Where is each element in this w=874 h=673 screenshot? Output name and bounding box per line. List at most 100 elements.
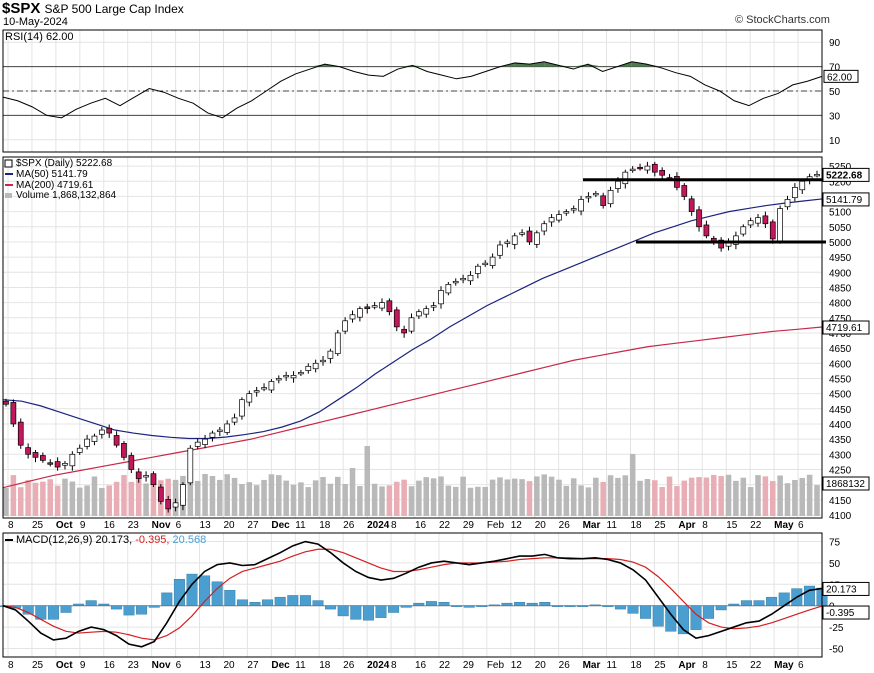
volume-bar (335, 476, 341, 516)
candle-body (54, 461, 61, 468)
volume-bar (298, 482, 304, 516)
candle-body (482, 262, 489, 266)
volume-bar (556, 479, 562, 516)
macd-histogram-bar (690, 605, 702, 630)
macd-histogram-bar (463, 605, 475, 608)
volume-bar (806, 474, 813, 516)
volume-bar (475, 486, 481, 516)
price-x-label: 6 (798, 520, 804, 531)
price-x-label: 29 (463, 520, 475, 531)
candle-body (600, 195, 607, 206)
macd-histogram-bar (753, 600, 765, 606)
volume-bar (423, 477, 430, 516)
macd-histogram-bar (476, 605, 488, 607)
volume-bar (290, 484, 297, 516)
price-x-label: 11 (295, 520, 306, 531)
candle-body (113, 435, 120, 446)
macd-histogram-bar (589, 604, 601, 607)
volume-bar (526, 481, 533, 516)
macd-x-label: Dec (271, 660, 290, 671)
volume-bar (150, 477, 157, 516)
candle-body (320, 359, 326, 363)
macd-histogram-bar (551, 605, 563, 607)
price-panel: 5250520051505100505050004950490048504800… (2, 158, 870, 531)
volume-marker-box (822, 476, 870, 491)
price-tick-label: 4600 (829, 359, 852, 370)
panel-frames (2, 29, 823, 658)
candle-body (69, 453, 76, 467)
macd-histogram-bar (98, 603, 110, 606)
candle-body (792, 186, 798, 199)
price-x-label: 20 (535, 520, 547, 531)
rsi-overbought-fill (514, 62, 530, 67)
volume-bar (792, 479, 798, 516)
candle-body (777, 208, 783, 242)
candle-body (202, 438, 208, 445)
volume-bar (320, 477, 326, 516)
candle-body (747, 220, 754, 226)
panel-frame (2, 29, 823, 153)
macd-histogram-bar (564, 605, 576, 607)
macd-histogram-bar (312, 600, 324, 606)
volume-bar (747, 487, 754, 516)
price-x-label: 27 (247, 520, 259, 531)
volume-bar (659, 486, 665, 516)
price-tick-label: 4150 (829, 496, 852, 507)
candle-body (194, 441, 201, 447)
rsi-overbought-fill (412, 65, 428, 67)
volume-bar (460, 476, 466, 516)
volume-bar (784, 483, 791, 516)
macd-x-label: 29 (463, 660, 475, 671)
volume-bar (762, 476, 769, 516)
price-tick-label: 4550 (829, 374, 852, 385)
ma50-line (2, 198, 823, 440)
candle-body (460, 277, 466, 281)
ma200-legend: MA(200) 4719.61 (16, 180, 94, 191)
candle-body (3, 400, 9, 405)
symbol-label: $SPX (2, 0, 41, 17)
candle-body (224, 423, 231, 433)
candle-body (755, 217, 761, 224)
price-tick-label: 4450 (829, 405, 852, 416)
volume-bar (54, 485, 61, 516)
macd-histogram-bar (413, 602, 425, 606)
macd-x-label: 22 (750, 660, 762, 671)
volume-bar (482, 486, 488, 516)
price-x-label: 6 (176, 520, 182, 531)
volume-bar (128, 481, 135, 516)
price-tick-label: 5200 (829, 177, 852, 188)
candle-body (475, 265, 481, 274)
candle-body (261, 387, 267, 390)
price-x-label: 8 (8, 520, 14, 531)
panel-frame (2, 156, 823, 519)
candle-body (10, 402, 17, 425)
volume-bar (224, 474, 230, 516)
price-x-label: 15 (726, 520, 738, 531)
macd-histogram-bar (274, 596, 286, 606)
price-x-label: 18 (319, 520, 331, 531)
macd-histogram-bar (425, 601, 437, 606)
rsi-overbought-fill (310, 64, 325, 67)
macd-x-label: 11 (607, 660, 618, 671)
volume-bar (99, 487, 105, 516)
candle-body (349, 314, 356, 320)
volume-bar (187, 478, 194, 516)
volume-bar (814, 485, 820, 516)
volume-bar (519, 479, 525, 516)
volume-bar (327, 483, 334, 516)
rsi-value-box (823, 69, 859, 83)
candle-body (556, 214, 562, 221)
volume-bar (393, 481, 400, 516)
macd-histogram-bar (715, 605, 727, 611)
macd-histogram-bar (602, 605, 614, 607)
rsi-legend: RSI(14) 62.00 (5, 31, 73, 43)
rsi-panel: 90 70 50 30 10 RSI(14) 62.00 62.00 (2, 31, 859, 147)
macd-x-label: 11 (295, 660, 306, 671)
candle-body (519, 232, 525, 235)
volume-bar (40, 481, 46, 516)
volume-bar (563, 485, 570, 516)
volume-bar (113, 481, 120, 516)
candle-body (445, 284, 452, 294)
candle-body (135, 471, 142, 479)
volume-bar (497, 477, 503, 516)
